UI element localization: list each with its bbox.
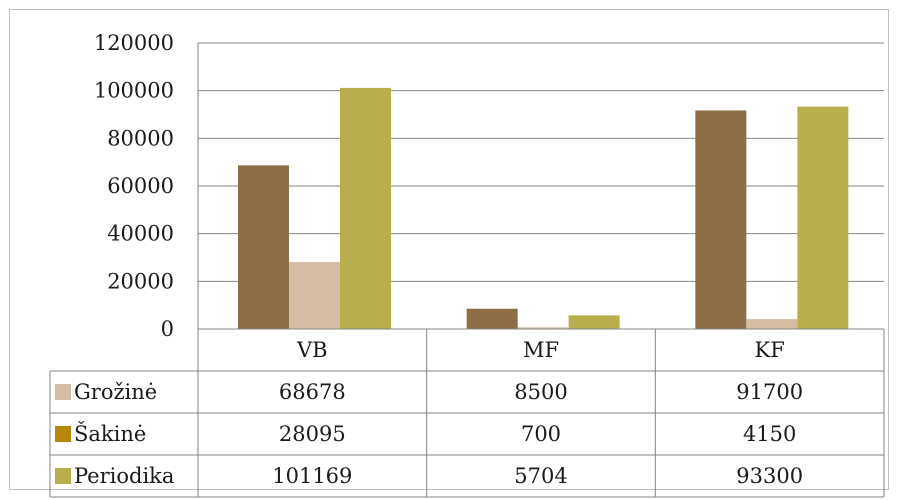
bar-kf-2 (746, 319, 798, 329)
data-label: 4150 (743, 422, 796, 446)
data-table: VB MF KF Grožinė 68678 8500 91700 Šakinė 28095 70… (49, 328, 885, 498)
data-label: 8500 (514, 380, 567, 404)
bar-vb-1 (238, 165, 289, 329)
bar-vb-3 (340, 87, 391, 329)
bar-mf-2 (517, 327, 569, 329)
y-tick-labels: 120000 100000 80000 60000 40000 20000 0 (94, 31, 174, 341)
legend-swatch (55, 468, 71, 484)
data-label: 93300 (736, 464, 803, 488)
legend-entry: Grožinė (74, 380, 157, 404)
legend-entry: Periodika (74, 464, 174, 488)
y-tick-label: 20000 (107, 269, 174, 293)
bar-kf-1 (695, 110, 747, 329)
y-tick-label: 80000 (107, 126, 174, 150)
grid-lines (197, 42, 884, 329)
y-tick-label: 60000 (107, 174, 174, 198)
data-label: 68678 (279, 380, 346, 404)
y-tick-label: 120000 (94, 31, 174, 55)
legend-swatch (55, 426, 71, 442)
legend-entry: Šakinė (74, 421, 146, 446)
bars (238, 87, 849, 329)
x-tick-label: VB (296, 338, 328, 362)
data-label: 101169 (272, 464, 352, 488)
data-label: 28095 (279, 422, 346, 446)
y-tick-label: 40000 (107, 222, 174, 246)
bar-kf-3 (797, 106, 849, 329)
y-tick-label: 100000 (94, 79, 174, 103)
data-label: 700 (521, 422, 561, 446)
data-label: 5704 (514, 464, 567, 488)
data-label: 91700 (736, 380, 803, 404)
bar-vb-2 (289, 262, 340, 329)
bar-mf-1 (466, 308, 518, 329)
y-tick-label: 0 (161, 317, 174, 341)
bar-mf-3 (568, 315, 620, 329)
x-tick-label: MF (523, 338, 559, 362)
x-tick-label: KF (755, 338, 785, 362)
legend-swatch (55, 384, 71, 400)
